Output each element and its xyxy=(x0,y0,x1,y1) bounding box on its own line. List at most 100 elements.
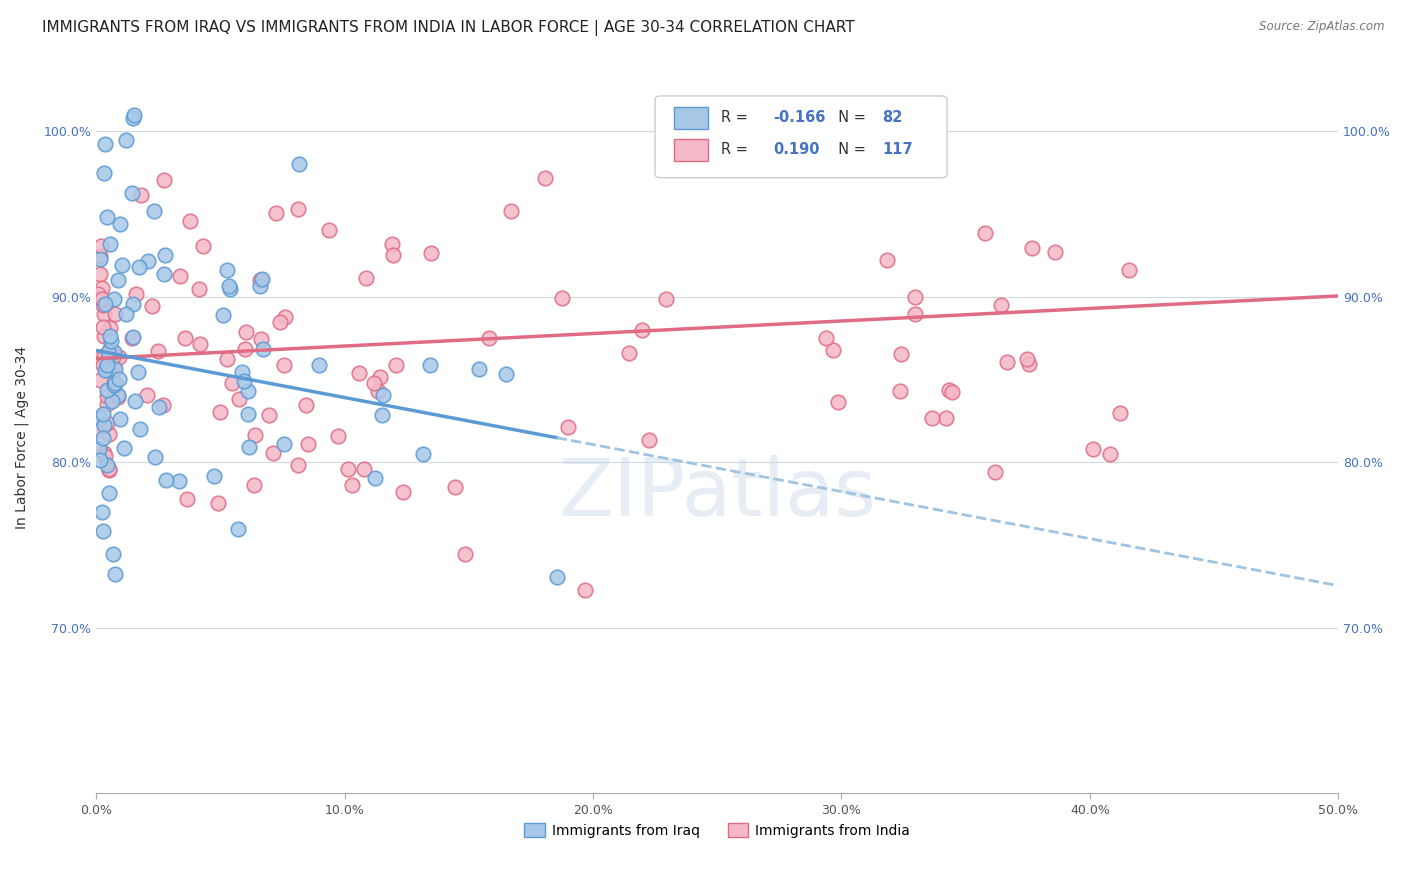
Point xyxy=(101,547,124,561)
Point xyxy=(318,222,340,236)
Point xyxy=(155,473,177,487)
Point xyxy=(89,252,111,266)
Bar xyxy=(673,138,709,161)
Point xyxy=(630,323,652,337)
Point xyxy=(136,253,159,268)
Point xyxy=(94,136,117,151)
Point xyxy=(108,412,131,426)
Point xyxy=(249,332,271,346)
Point xyxy=(96,383,118,397)
Point xyxy=(107,390,129,404)
Point xyxy=(1018,357,1040,371)
Point xyxy=(215,263,238,277)
Point xyxy=(995,355,1018,369)
Point xyxy=(143,450,166,465)
Point xyxy=(152,399,174,413)
Point xyxy=(232,374,254,388)
Point xyxy=(342,477,364,491)
Point xyxy=(94,449,117,463)
Text: N =: N = xyxy=(830,111,870,126)
Point xyxy=(124,393,146,408)
Point xyxy=(122,111,145,125)
Point xyxy=(97,462,120,476)
Point xyxy=(176,492,198,507)
Point xyxy=(264,206,287,220)
Point xyxy=(96,458,118,473)
Point xyxy=(104,376,127,390)
Point xyxy=(252,272,274,286)
Point xyxy=(990,298,1012,312)
Point xyxy=(93,166,115,180)
Point xyxy=(419,358,441,372)
Point xyxy=(983,465,1005,479)
Point xyxy=(188,337,211,351)
Point xyxy=(207,496,229,510)
Point xyxy=(91,504,114,518)
Point xyxy=(938,383,960,397)
Point xyxy=(103,351,125,365)
Point xyxy=(98,342,121,356)
Point xyxy=(444,480,467,494)
Point xyxy=(122,108,145,122)
Point xyxy=(127,365,149,379)
Text: N =: N = xyxy=(830,143,870,158)
Point xyxy=(121,297,143,311)
Point xyxy=(354,271,377,285)
Point xyxy=(1108,406,1130,420)
Point xyxy=(654,292,676,306)
Point xyxy=(93,329,115,343)
Point xyxy=(973,226,995,240)
Point xyxy=(368,369,391,384)
Point xyxy=(91,524,114,539)
Text: Source: ZipAtlas.com: Source: ZipAtlas.com xyxy=(1260,20,1385,33)
Point xyxy=(904,307,927,321)
Point xyxy=(87,442,110,456)
Point xyxy=(98,485,121,500)
Point xyxy=(381,237,404,252)
Point xyxy=(219,282,242,296)
Point xyxy=(228,392,250,406)
Point xyxy=(101,393,124,408)
Point xyxy=(326,429,349,443)
Point xyxy=(249,279,271,293)
Point xyxy=(235,325,257,339)
Point xyxy=(98,426,121,441)
Point xyxy=(96,416,118,430)
Point xyxy=(412,447,434,461)
Point xyxy=(91,298,114,312)
Point xyxy=(96,358,118,372)
Point xyxy=(148,400,170,414)
Point xyxy=(93,417,115,432)
Point xyxy=(212,308,235,322)
Point xyxy=(125,286,148,301)
Point xyxy=(637,433,659,447)
Point xyxy=(94,363,117,377)
Text: IMMIGRANTS FROM IRAQ VS IMMIGRANTS FROM INDIA IN LABOR FORCE | AGE 30-34 CORRELA: IMMIGRANTS FROM IRAQ VS IMMIGRANTS FROM … xyxy=(42,20,855,36)
Point xyxy=(135,388,157,402)
Point xyxy=(98,236,121,251)
Point xyxy=(153,267,176,281)
Point xyxy=(226,522,249,536)
Point xyxy=(1081,442,1104,456)
Point xyxy=(97,345,120,359)
Point xyxy=(202,469,225,483)
Point xyxy=(371,408,394,422)
Point xyxy=(259,408,281,422)
Point xyxy=(269,315,291,329)
Bar xyxy=(673,106,709,129)
Point xyxy=(243,478,266,492)
Point xyxy=(87,423,110,437)
Point xyxy=(112,442,135,456)
Point xyxy=(94,297,117,311)
Point xyxy=(233,342,256,356)
Point xyxy=(478,331,501,345)
Point xyxy=(935,411,957,425)
Point xyxy=(941,384,963,399)
Point xyxy=(188,282,211,296)
Point xyxy=(353,462,375,476)
Point xyxy=(495,368,517,382)
Point xyxy=(876,252,898,267)
Point xyxy=(89,249,111,263)
Point xyxy=(121,331,143,345)
Point xyxy=(221,376,243,391)
